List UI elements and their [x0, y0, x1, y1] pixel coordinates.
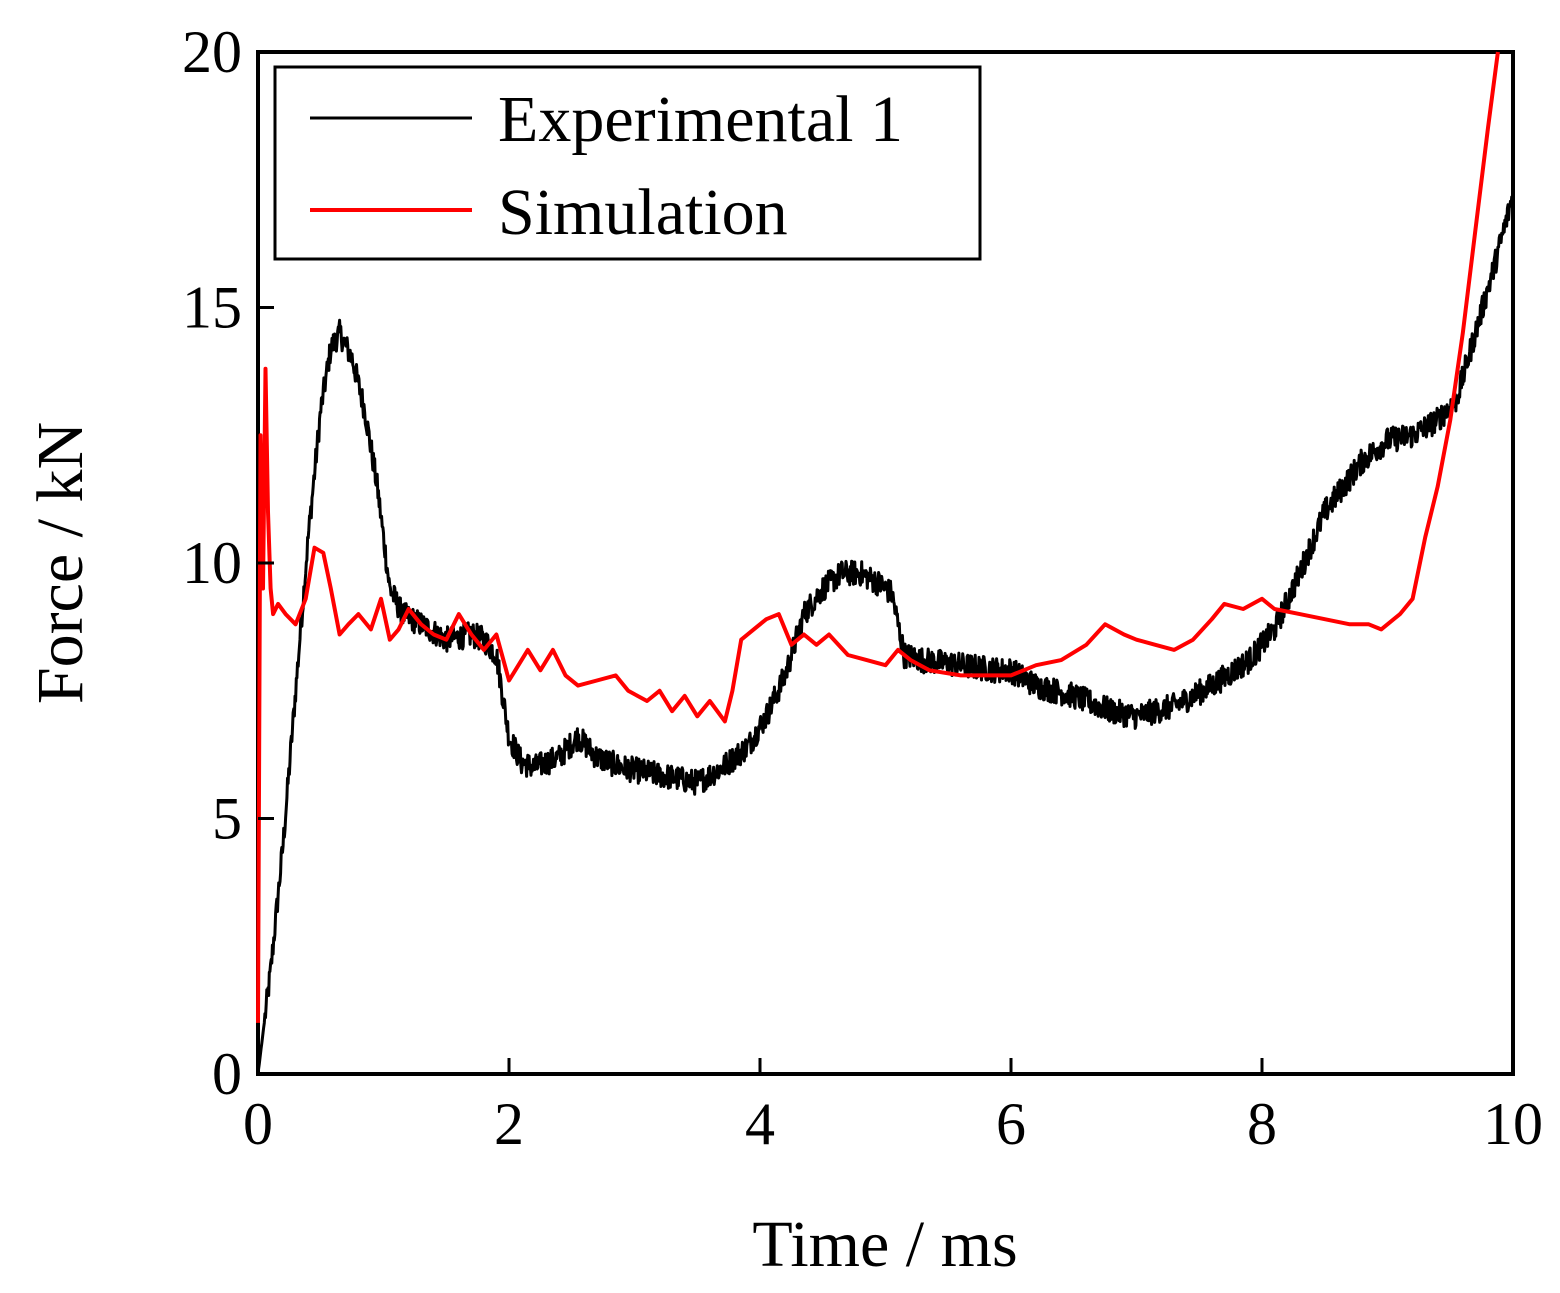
y-tick-label: 5 [212, 786, 242, 852]
x-tick-label: 6 [996, 1091, 1026, 1157]
x-tick-label: 4 [745, 1091, 775, 1157]
series-line-experimental-1 [256, 195, 1515, 1075]
legend-label-simulation: Simulation [498, 176, 788, 249]
legend: Experimental 1 Simulation [273, 65, 982, 261]
legend-label-experimental-1: Experimental 1 [498, 83, 903, 156]
y-tick-label: 15 [182, 275, 242, 341]
x-tick-label: 0 [243, 1091, 273, 1157]
y-tick-label: 20 [182, 19, 242, 85]
y-axis-title: Force / kN [24, 422, 97, 704]
series-layer [256, 51, 1515, 1075]
x-tick-label: 10 [1483, 1091, 1543, 1157]
x-axis-title: Time / ms [752, 1208, 1017, 1281]
y-tick-label: 10 [182, 530, 242, 596]
legend-box [273, 65, 982, 261]
x-tick-label: 2 [494, 1091, 524, 1157]
axis-ticks: 0 2 4 6 8 10 0 5 10 15 20 [182, 19, 1543, 1157]
x-tick-label: 8 [1247, 1091, 1277, 1157]
y-tick-label: 0 [212, 1041, 242, 1107]
series-line-simulation [256, 51, 1500, 1023]
